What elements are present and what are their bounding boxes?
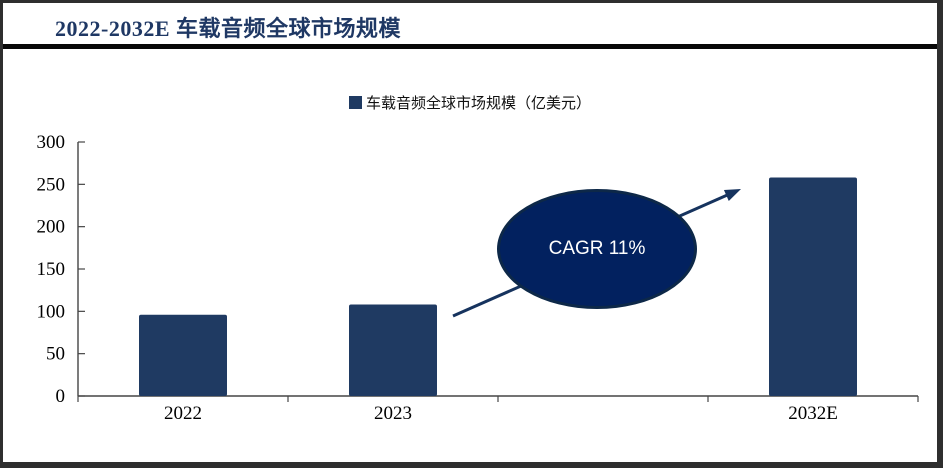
y-axis-label: 200	[37, 217, 66, 238]
bar-2032E	[769, 177, 857, 396]
title-underline-rule	[3, 44, 937, 49]
y-axis-label: 0	[56, 386, 66, 407]
legend-marker-icon	[348, 96, 362, 109]
chart-legend: 车载音频全球市场规模（亿美元）	[3, 92, 937, 113]
y-axis-label: 250	[37, 174, 66, 195]
y-axis-label: 50	[46, 344, 65, 365]
legend-label: 车载音频全球市场规模（亿美元）	[365, 96, 591, 112]
y-axis-label: 150	[37, 259, 66, 280]
x-axis-label-2032E: 2032E	[788, 403, 838, 424]
page-title: 2022-2032E 车载音频全球市场规模	[55, 16, 402, 41]
bar-2023	[349, 304, 437, 396]
bar-2022	[139, 314, 227, 396]
chart-svg: 0 50 100 150 200 250 300 2022 2023 2032E	[37, 132, 919, 424]
x-axis-label-2023: 2023	[374, 403, 412, 424]
cagr-annotation-bubble: CAGR 11%	[497, 189, 697, 309]
growth-arrow-head	[723, 189, 741, 201]
cagr-annotation-text: CAGR 11%	[548, 238, 646, 259]
y-axis-label: 100	[37, 301, 66, 322]
y-axis-label: 300	[37, 132, 66, 153]
x-axis-label-2022: 2022	[164, 403, 202, 424]
